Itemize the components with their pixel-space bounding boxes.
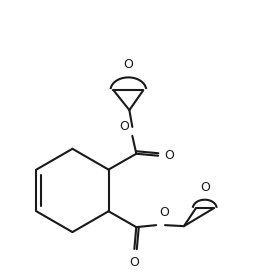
Text: O: O [123, 58, 133, 72]
Text: O: O [164, 149, 174, 162]
Text: O: O [129, 256, 139, 269]
Text: O: O [200, 181, 210, 194]
Text: O: O [159, 206, 169, 219]
Text: O: O [120, 120, 129, 133]
